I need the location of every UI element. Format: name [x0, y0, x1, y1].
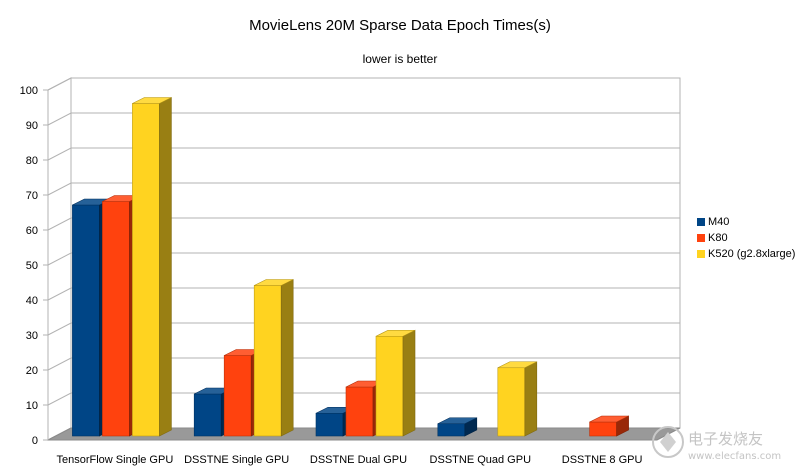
bar-front [223, 355, 252, 437]
gridline [47, 147, 680, 161]
bar-front [102, 201, 130, 437]
y-tick-label: 20 [26, 365, 38, 377]
legend-swatch [697, 250, 705, 258]
legend-item: K520 (g2.8xlarge) [697, 246, 795, 262]
legend: M40 K80 K520 (g2.8xlarge) [697, 214, 795, 262]
bar-front [315, 412, 344, 437]
bar-front [497, 367, 526, 437]
y-tick-label: 80 [26, 155, 38, 167]
gridline [47, 182, 680, 196]
y-tick-label: 0 [32, 435, 38, 447]
y-tick-label: 10 [26, 400, 38, 412]
bar-top [437, 417, 477, 425]
y-tick-label: 50 [26, 260, 38, 272]
gridline [47, 322, 680, 336]
bar-top [254, 279, 294, 286]
bar-top [375, 329, 416, 337]
x-tick-label: DSSTNE Quad GPU [430, 454, 532, 466]
gridline [47, 112, 680, 126]
bar-front [589, 421, 617, 437]
gridline [47, 252, 680, 266]
y-tick-label: 60 [26, 225, 38, 237]
bar-front [72, 204, 100, 437]
x-tick-label: DSSTNE Single GPU [184, 454, 289, 466]
bar-front [253, 285, 282, 437]
legend-label: M40 [708, 216, 730, 228]
bar-top [497, 361, 537, 369]
bar-front [375, 335, 404, 437]
watermark-brand: 电子发烧友 [688, 430, 763, 448]
bar-front [132, 103, 160, 437]
y-tick-label: 70 [26, 190, 38, 202]
gridline [47, 357, 680, 371]
elecfans-watermark: 电子发烧友 www.elecfans.com [650, 420, 795, 466]
y-tick-label: 100 [20, 85, 38, 97]
chart-title: MovieLens 20M Sparse Data Epoch Times(s) [249, 17, 551, 34]
legend-label: K80 [708, 232, 728, 244]
bar-side [280, 279, 294, 437]
x-tick-label: DSSTNE 8 GPU [562, 454, 643, 466]
y-tick-label: 40 [26, 295, 38, 307]
bar-side [159, 97, 172, 437]
x-tick-label: DSSTNE Dual GPU [310, 454, 407, 466]
chart-subtitle: lower is better [362, 52, 438, 66]
gridline [47, 392, 680, 406]
bar-front [345, 386, 374, 437]
bar-top [132, 97, 172, 104]
gridline [47, 217, 680, 231]
bar-front [193, 393, 222, 437]
bar-side [524, 361, 538, 437]
legend-item: K80 [697, 230, 795, 246]
bar-top [589, 415, 629, 423]
legend-swatch [697, 218, 705, 226]
y-tick-label: 90 [26, 120, 38, 132]
legend-item: M40 [697, 214, 795, 230]
watermark-url: www.elecfans.com [688, 451, 781, 462]
y-tick-label: 30 [26, 330, 38, 342]
legend-label: K520 (g2.8xlarge) [708, 248, 796, 260]
x-tick-label: TensorFlow Single GPU [57, 454, 174, 466]
gridline [47, 77, 680, 91]
bar-side [402, 329, 416, 437]
legend-swatch [697, 234, 705, 242]
gridline [47, 287, 680, 301]
bar-front [437, 423, 466, 437]
